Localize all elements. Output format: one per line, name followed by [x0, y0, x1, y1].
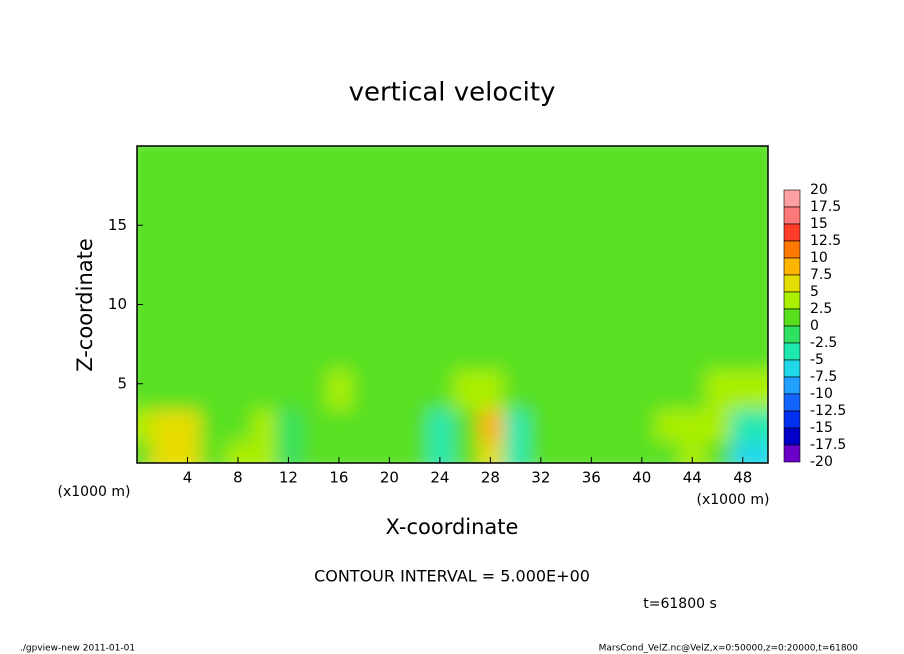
x-tick-label: 36 [582, 469, 601, 487]
y-tick-label: 15 [108, 216, 127, 234]
colorbar-label: 7.5 [810, 267, 832, 283]
colorbar-label: 17.5 [810, 199, 841, 215]
y-tick-label: 10 [108, 295, 127, 313]
x-tick-label: 20 [380, 469, 399, 487]
x-tick-label: 12 [279, 469, 298, 487]
footer-right: MarsCond_VelZ.nc@VelZ,x=0:50000,z=0:2000… [599, 644, 859, 654]
x-tick-label: 44 [683, 469, 702, 487]
colorbar-label: -7.5 [810, 369, 837, 385]
x-tick-label: 28 [481, 469, 500, 487]
x-tick-label: 4 [183, 469, 193, 487]
colorbar-label: -10 [810, 386, 833, 402]
field-area [137, 146, 768, 463]
colorbar-label: 0 [810, 318, 819, 334]
contour-note: CONTOUR INTERVAL = 5.000E+00 [314, 567, 590, 586]
colorbar-label: 15 [810, 216, 828, 232]
colorbar-label: -15 [810, 420, 833, 436]
x-tick-label: 24 [430, 469, 449, 487]
colorbar-label: 10 [810, 250, 828, 266]
colorbar-box [783, 189, 801, 208]
x-unit-label: (x1000 m) [58, 484, 131, 500]
x-tick-label: 48 [733, 469, 752, 487]
colorbar-box [783, 308, 801, 327]
colorbar-label: -20 [810, 454, 833, 470]
colorbar-label: -2.5 [810, 335, 837, 351]
x-axis-label: X-coordinate [386, 515, 519, 539]
colorbar-box [783, 257, 801, 276]
colorbar-box [783, 223, 801, 242]
x-unit-label: (x1000 m) [697, 492, 770, 508]
colorbar-box [783, 274, 801, 293]
colorbar-box [783, 342, 801, 361]
y-axis-label: Z-coordinate [73, 238, 97, 372]
colorbar-box [783, 376, 801, 395]
colorbar-box [783, 393, 801, 412]
colorbar-label: 20 [810, 182, 828, 198]
colorbar-label: 2.5 [810, 301, 832, 317]
x-tick-label: 8 [233, 469, 243, 487]
colorbar-box [783, 206, 801, 225]
footer-left: ./gpview-new 2011-01-01 [20, 644, 135, 654]
colorbar-label: 5 [810, 284, 819, 300]
colorbar-label: 12.5 [810, 233, 841, 249]
field [137, 146, 768, 463]
x-tick-label: 16 [329, 469, 348, 487]
y-tick-label: 5 [117, 374, 127, 392]
time-label: t=61800 s [643, 596, 717, 612]
x-tick-label: 40 [632, 469, 651, 487]
chart-title: vertical velocity [349, 78, 556, 108]
colorbar-box [783, 240, 801, 259]
colorbar-box [783, 427, 801, 446]
colorbar-box [783, 444, 801, 463]
colorbar-box [783, 325, 801, 344]
colorbar-label: -12.5 [810, 403, 846, 419]
colorbar-box [783, 291, 801, 310]
x-tick-label: 32 [531, 469, 550, 487]
colorbar-box [783, 410, 801, 429]
colorbar-label: -5 [810, 352, 824, 368]
colorbar-box [783, 359, 801, 378]
field-cell [730, 146, 768, 228]
colorbar-label: -17.5 [810, 437, 846, 453]
